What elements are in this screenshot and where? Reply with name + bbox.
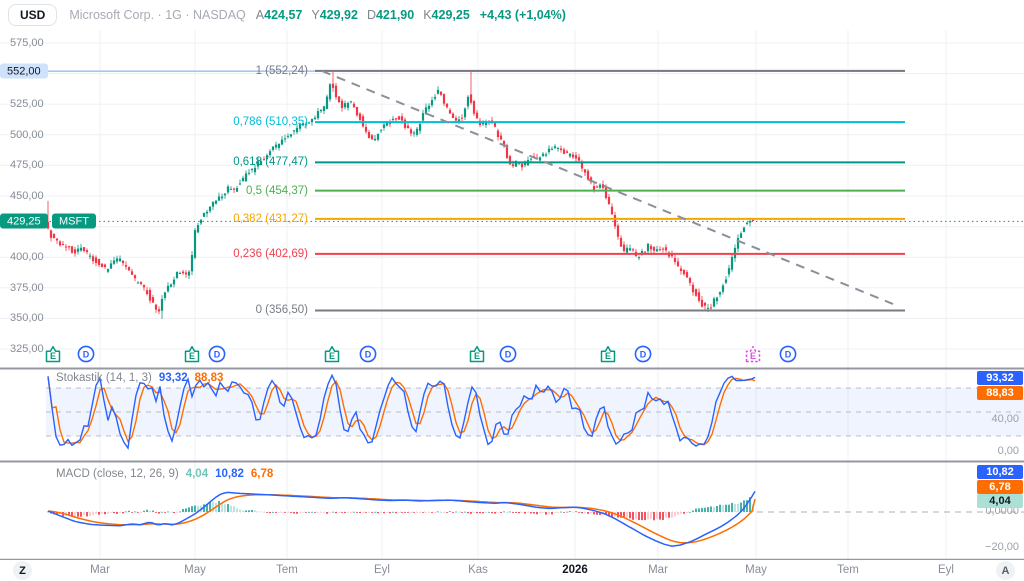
dividend-marker[interactable]: D (499, 345, 517, 363)
time-axis-label: May (184, 564, 206, 576)
price-axis-tick: 500,00 (10, 128, 44, 141)
fib-level-label: 1 (552,24) (255, 64, 308, 77)
price-axis-tick: 575,00 (10, 37, 44, 49)
symbol-price-badge[interactable]: MSFT (52, 213, 96, 229)
fib-level-label: 0,5 (454,37) (245, 184, 308, 197)
macd-title: MACD (close, 12, 26, 9) (56, 468, 179, 480)
fib-level-label: 0,382 (431,27) (233, 212, 308, 225)
svg-text:D: D (785, 350, 792, 360)
time-axis-label: May (745, 564, 767, 576)
alert-price-label[interactable]: 552,00 (0, 63, 48, 79)
price-axis-tick: 475,00 (10, 159, 44, 172)
high-label: Y (311, 8, 320, 22)
svg-text:D: D (83, 350, 90, 360)
price-change: +4,43 (+1,04%) (479, 8, 566, 22)
price-axis-tick: 525,00 (10, 98, 44, 111)
time-axis-label: Eyl (938, 564, 954, 576)
upcoming-earnings-marker[interactable]: E (745, 345, 761, 363)
last-price-label: 429,25 (0, 213, 48, 229)
macd-line-badge: 10,82 (977, 465, 1023, 479)
stochastic-k-badge: 93,32 (977, 371, 1023, 385)
symbol-description[interactable]: Microsoft Corp. · 1G · NASDAQ (69, 8, 246, 22)
dividend-marker[interactable]: D (77, 345, 95, 363)
macd-axis-tick-m20: −20,00 (985, 541, 1019, 553)
svg-text:E: E (474, 351, 480, 361)
stochastic-title: Stokastik (14, 1, 3) (56, 372, 152, 384)
price-axis-tick: 350,00 (10, 312, 44, 325)
time-axis-label: 2026 (562, 564, 588, 576)
time-axis-label: Tem (837, 564, 859, 576)
open-value: 424,57 (264, 8, 303, 22)
low-value: 421,90 (375, 8, 415, 22)
time-axis-label: Mar (90, 564, 110, 576)
time-axis-label: Tem (276, 564, 298, 576)
macd-hist-value: 4,04 (185, 468, 209, 480)
currency-button[interactable]: USD (8, 4, 58, 26)
dividend-marker[interactable]: D (359, 345, 377, 363)
stochastic-axis-tick-0: 0,00 (997, 445, 1019, 457)
price-axis-tick: 450,00 (10, 190, 44, 202)
earnings-marker[interactable]: E (45, 345, 61, 363)
fib-level-label: 0,786 (510,35) (233, 116, 308, 129)
earnings-marker[interactable]: E (324, 345, 340, 363)
earnings-marker[interactable]: E (184, 345, 200, 363)
price-axis-tick: 325,00 (10, 343, 44, 355)
top-toolbar: USD Microsoft Corp. · 1G · NASDAQ A424,5… (0, 0, 1024, 30)
ohlc-values: A424,57 Y429,92 D421,90 K429,25 (256, 8, 470, 22)
svg-text:E: E (50, 351, 56, 361)
time-axis[interactable]: Z Mar May Tem Eyl Kas 2026 Mar May Tem Eyl A (0, 560, 1024, 581)
svg-text:E: E (750, 351, 756, 361)
stochastic-d-badge: 88,83 (977, 385, 1023, 400)
low-label: D (366, 8, 376, 22)
svg-text:E: E (189, 351, 195, 361)
macd-axis-tick-0: 0,0000 (985, 505, 1019, 517)
dividend-marker[interactable]: D (779, 345, 797, 363)
close-value: 429,25 (431, 8, 470, 22)
time-axis-label: Eyl (374, 564, 390, 576)
fib-level-label: 0,618 (477,47) (233, 156, 308, 169)
fib-level-label: 0,236 (402,69) (233, 247, 308, 260)
svg-text:E: E (605, 351, 611, 361)
svg-text:D: D (505, 350, 512, 360)
stochastic-k-value: 93,32 (158, 372, 188, 384)
svg-text:D: D (214, 350, 221, 360)
axis-settings-button[interactable]: A (996, 561, 1015, 580)
macd-signal-badge: 6,78 (977, 479, 1023, 494)
stochastic-header[interactable]: Stokastik (14, 1, 3) 93,32 88,83 (56, 372, 223, 384)
svg-text:D: D (640, 350, 647, 360)
price-axis-tick: 375,00 (10, 281, 44, 294)
time-axis-label: Kas (468, 564, 488, 576)
svg-text:E: E (329, 351, 335, 361)
svg-text:D: D (365, 350, 372, 360)
open-label: A (255, 8, 265, 22)
dividend-marker[interactable]: D (208, 345, 226, 363)
macd-hist-badge: 4,04 (977, 494, 1023, 508)
fib-level-label: 0 (356,50) (255, 304, 308, 317)
close-label: K (423, 8, 432, 22)
macd-line-value: 10,82 (215, 468, 244, 480)
price-axis-tick: 400,00 (10, 251, 44, 264)
macd-signal-value: 6,78 (250, 468, 274, 480)
earnings-marker[interactable]: E (600, 345, 616, 363)
stochastic-axis-tick-40: 40,00 (991, 413, 1019, 425)
dividend-marker[interactable]: D (634, 345, 652, 363)
high-value: 429,92 (319, 8, 358, 22)
time-axis-label: Mar (648, 564, 668, 576)
earnings-marker[interactable]: E (469, 345, 485, 363)
macd-header[interactable]: MACD (close, 12, 26, 9) 4,04 10,82 6,78 (56, 468, 273, 480)
timezone-button[interactable]: Z (13, 561, 32, 580)
stochastic-d-value: 88,83 (194, 372, 224, 384)
